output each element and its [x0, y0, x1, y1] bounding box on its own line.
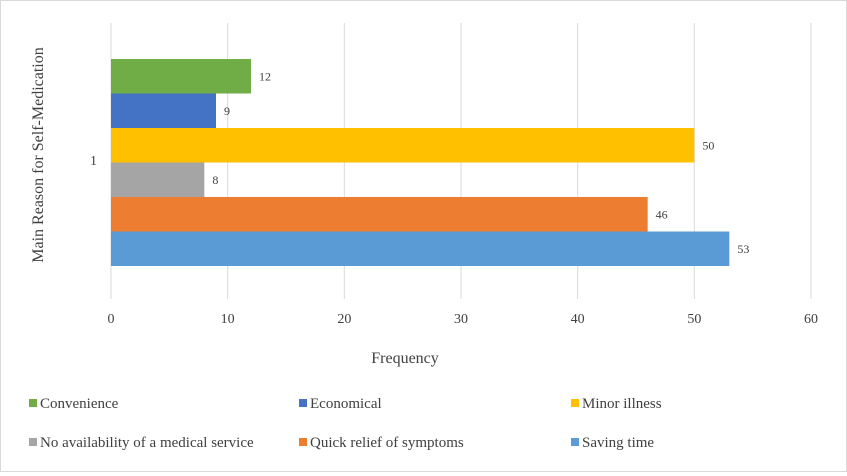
- data-label: 8: [212, 173, 218, 187]
- x-axis-title: Frequency: [371, 350, 439, 367]
- legend-item: Saving time: [571, 435, 654, 451]
- legend-swatch: [299, 399, 307, 407]
- legend-item: Economical: [299, 396, 382, 412]
- legend-label: Convenience: [40, 396, 119, 412]
- legend-item: Quick relief of symptoms: [299, 435, 464, 451]
- x-tick-label: 30: [454, 312, 468, 327]
- legend-swatch: [299, 438, 307, 446]
- x-tick-label: 10: [221, 312, 235, 327]
- legend-swatch: [571, 399, 579, 407]
- category-tick-label: 1: [90, 154, 97, 169]
- x-tick-label: 60: [804, 312, 818, 327]
- data-label: 12: [259, 69, 271, 83]
- bars: [111, 59, 730, 266]
- legend-label: No availability of a medical service: [40, 435, 254, 451]
- data-label: 9: [224, 104, 230, 118]
- x-tick-label: 40: [571, 312, 585, 327]
- legend-swatch: [571, 438, 579, 446]
- bar: [111, 162, 205, 197]
- data-label: 50: [702, 138, 714, 152]
- data-label: 46: [656, 207, 668, 221]
- bar: [111, 231, 730, 266]
- legend-swatch: [29, 399, 37, 407]
- legend-swatch: [29, 438, 37, 446]
- bar: [111, 197, 648, 232]
- x-tick-labels: 0 10 20 30 40 50 60: [108, 312, 819, 327]
- bar: [111, 59, 251, 94]
- x-tick-label: 50: [687, 312, 701, 327]
- x-tick-label: 0: [108, 312, 115, 327]
- legend-label: Minor illness: [582, 396, 662, 412]
- x-tick-label: 20: [337, 312, 351, 327]
- bar: [111, 128, 695, 163]
- legend-label: Quick relief of symptoms: [310, 435, 464, 451]
- legend: Convenience Economical Minor illness No ava…: [29, 396, 662, 451]
- y-axis-title: Main Reason for Self-Medication: [30, 47, 47, 263]
- legend-item: Minor illness: [571, 396, 662, 412]
- legend-item: No availability of a medical service: [29, 435, 254, 451]
- legend-item: Convenience: [29, 396, 119, 412]
- bar: [111, 93, 216, 128]
- legend-label: Economical: [310, 396, 382, 412]
- data-label: 53: [737, 242, 749, 256]
- legend-label: Saving time: [582, 435, 654, 451]
- data-labels: 53 46 8 50 9 12: [212, 69, 749, 256]
